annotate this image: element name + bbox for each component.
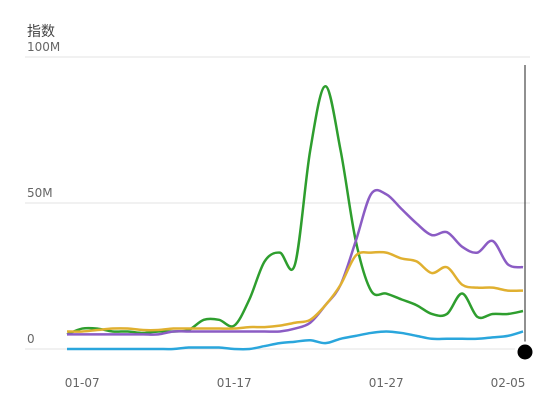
x-tick-label: 02-05 (491, 376, 526, 390)
x-tick-label: 01-27 (369, 376, 404, 390)
series-line (66, 188, 524, 336)
x-tick-label: 01-07 (65, 376, 100, 390)
series-line (67, 330, 524, 351)
x-tick-label: 01-17 (217, 376, 252, 390)
cursor-dot (514, 341, 536, 363)
y-tick-label: 0 (27, 332, 35, 346)
y-tick-label: 50M (27, 186, 53, 200)
series-line (66, 84, 524, 336)
chart-title: 指数 (27, 24, 55, 40)
series-line (66, 250, 524, 333)
y-tick-label: 100M (27, 40, 60, 54)
